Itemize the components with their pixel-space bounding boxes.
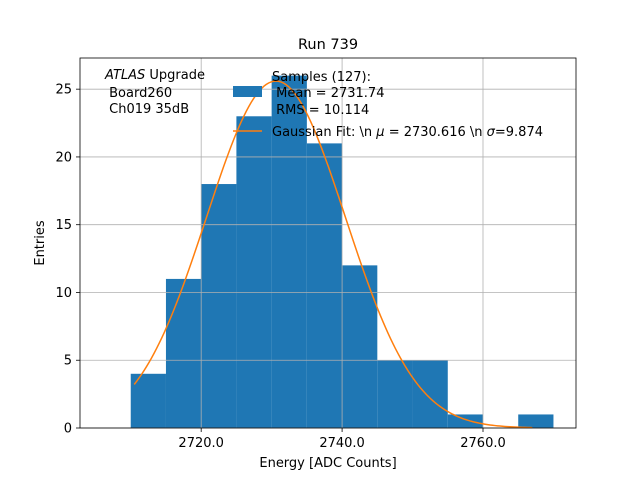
y-tick-label: 25 xyxy=(55,83,72,98)
histogram-bar xyxy=(201,184,237,428)
chart-title: Run 739 xyxy=(298,37,358,53)
histogram-bar xyxy=(342,265,378,428)
histogram-bar xyxy=(271,75,307,428)
y-tick-label: 10 xyxy=(55,286,72,301)
histogram-bar xyxy=(447,414,483,428)
y-axis-ticks: 0 5 10 15 20 25 xyxy=(55,83,80,437)
y-axis-label: Entries xyxy=(33,220,48,266)
legend-fit-mu: μ xyxy=(375,125,384,140)
histogram-bar xyxy=(412,360,448,428)
legend-histogram-label: Samples (127): xyxy=(272,70,371,85)
histogram-bar xyxy=(236,116,272,429)
x-axis-ticks: 2720.0 2740.0 2760.0 xyxy=(178,428,506,451)
legend-fit-text-a: Gaussian Fit: \n xyxy=(272,125,376,140)
legend-fit-text-c: =9.874 xyxy=(495,125,543,140)
y-tick-label: 0 xyxy=(64,422,72,437)
histogram-bar xyxy=(377,360,413,428)
annotation-line-3: Ch019 35dB xyxy=(105,102,189,117)
gaussian-fit-curve xyxy=(133,80,533,429)
x-tick-label: 2760.0 xyxy=(460,436,506,451)
legend-histogram-patch xyxy=(233,86,262,97)
histogram-bars xyxy=(130,75,554,429)
annotation-atlas: ATLAS xyxy=(104,68,145,83)
annotation-line-2: Board260 xyxy=(105,86,172,101)
histogram-bar xyxy=(306,143,343,428)
histogram-bar xyxy=(518,414,554,428)
legend-fit-label: Gaussian Fit: \n μ = 2730.616 \n σ=9.874 xyxy=(272,125,543,140)
legend: Samples (127): Mean = 2731.74 RMS = 10.1… xyxy=(233,70,543,140)
y-tick-label: 15 xyxy=(55,218,72,233)
legend-fit-text-b: = 2730.616 \n xyxy=(385,125,487,140)
annotation-line-1: ATLAS Upgrade xyxy=(104,68,205,83)
grid-lines xyxy=(80,58,576,429)
x-tick-label: 2740.0 xyxy=(319,436,365,451)
x-tick-label: 2720.0 xyxy=(178,436,224,451)
legend-fit-sigma: σ xyxy=(487,125,496,140)
histogram-bar xyxy=(165,278,202,428)
y-tick-label: 20 xyxy=(55,150,72,165)
x-axis-label: Energy [ADC Counts] xyxy=(259,456,396,471)
legend-rms: RMS = 10.114 xyxy=(272,103,369,118)
atlas-annotation: ATLAS Upgrade Board260 Ch019 35dB xyxy=(104,68,205,117)
y-tick-label: 5 xyxy=(64,354,72,369)
histogram-bar xyxy=(130,373,166,428)
legend-mean: Mean = 2731.74 xyxy=(272,86,384,101)
annotation-upgrade: Upgrade xyxy=(145,68,205,83)
plot-frame xyxy=(79,57,577,429)
